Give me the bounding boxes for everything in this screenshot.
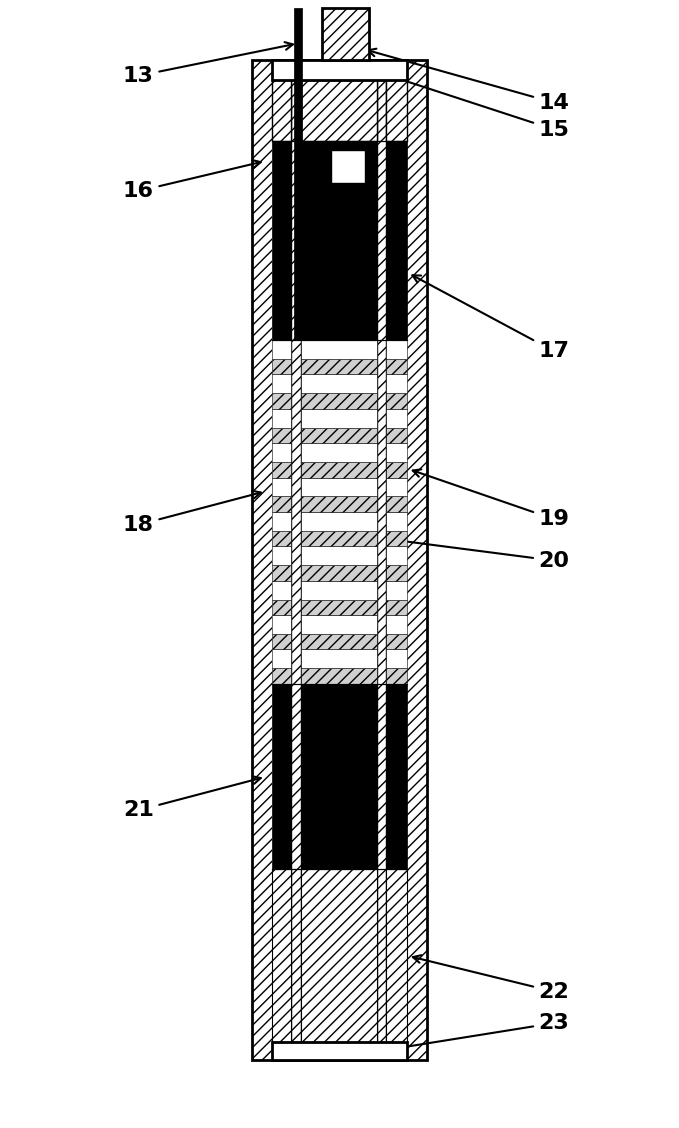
Bar: [386, 141, 407, 340]
Bar: [272, 668, 291, 684]
Bar: [301, 141, 377, 340]
Bar: [301, 462, 377, 477]
Bar: [272, 600, 291, 615]
Text: 17: 17: [412, 275, 570, 361]
Bar: [386, 615, 407, 634]
Text: 16: 16: [123, 160, 261, 201]
Bar: [272, 428, 291, 443]
Bar: [272, 443, 291, 462]
Bar: [301, 869, 377, 1042]
Bar: [253, 60, 426, 1060]
Text: 23: 23: [398, 1013, 570, 1050]
Bar: [386, 581, 407, 600]
Bar: [301, 477, 377, 496]
Bar: [386, 496, 407, 512]
Bar: [272, 650, 291, 668]
Bar: [301, 684, 377, 869]
Bar: [386, 565, 407, 581]
Bar: [272, 684, 291, 869]
Bar: [386, 634, 407, 650]
Bar: [301, 496, 377, 512]
Bar: [386, 668, 407, 684]
Bar: [272, 565, 291, 581]
Bar: [386, 428, 407, 443]
Bar: [386, 359, 407, 374]
Text: 13: 13: [123, 42, 293, 86]
Bar: [272, 1042, 407, 1060]
Bar: [386, 408, 407, 428]
Bar: [386, 512, 407, 531]
Bar: [386, 374, 407, 394]
Bar: [301, 650, 377, 668]
Bar: [301, 531, 377, 546]
Bar: [272, 477, 291, 496]
Bar: [386, 531, 407, 546]
Bar: [272, 634, 291, 650]
Bar: [386, 869, 407, 1042]
Bar: [272, 512, 291, 531]
Bar: [272, 141, 291, 340]
Bar: [301, 615, 377, 634]
Bar: [322, 8, 369, 60]
Text: 20: 20: [395, 537, 570, 571]
Bar: [301, 394, 377, 408]
Bar: [272, 581, 291, 600]
Bar: [301, 359, 377, 374]
Bar: [301, 668, 377, 684]
Bar: [272, 496, 291, 512]
Bar: [294, 8, 302, 340]
Bar: [272, 546, 291, 565]
Bar: [301, 374, 377, 394]
Bar: [386, 684, 407, 869]
Bar: [301, 408, 377, 428]
Bar: [301, 600, 377, 615]
Bar: [272, 60, 407, 80]
Text: 14: 14: [368, 49, 570, 113]
Bar: [272, 359, 291, 374]
Bar: [331, 150, 365, 184]
Bar: [386, 394, 407, 408]
Bar: [301, 634, 377, 650]
Text: 21: 21: [123, 776, 261, 820]
Bar: [301, 340, 377, 359]
Text: 18: 18: [123, 491, 261, 535]
Bar: [272, 615, 291, 634]
Bar: [301, 512, 377, 531]
Bar: [301, 443, 377, 462]
Bar: [386, 650, 407, 668]
Bar: [272, 374, 291, 394]
Bar: [301, 428, 377, 443]
Bar: [291, 80, 301, 1042]
Text: 15: 15: [398, 77, 570, 140]
Bar: [386, 340, 407, 359]
Bar: [301, 565, 377, 581]
Bar: [272, 869, 291, 1042]
Bar: [272, 408, 291, 428]
Bar: [386, 462, 407, 477]
Text: 22: 22: [413, 955, 570, 1002]
Bar: [272, 394, 291, 408]
Bar: [301, 80, 377, 141]
Bar: [386, 477, 407, 496]
Bar: [272, 340, 291, 359]
Bar: [377, 80, 386, 1042]
Bar: [272, 80, 291, 141]
Bar: [386, 443, 407, 462]
Bar: [386, 80, 407, 141]
Bar: [272, 462, 291, 477]
Text: 19: 19: [413, 469, 570, 529]
Bar: [386, 600, 407, 615]
Bar: [272, 531, 291, 546]
Bar: [272, 80, 407, 1042]
Bar: [386, 546, 407, 565]
Bar: [301, 546, 377, 565]
Bar: [301, 581, 377, 600]
